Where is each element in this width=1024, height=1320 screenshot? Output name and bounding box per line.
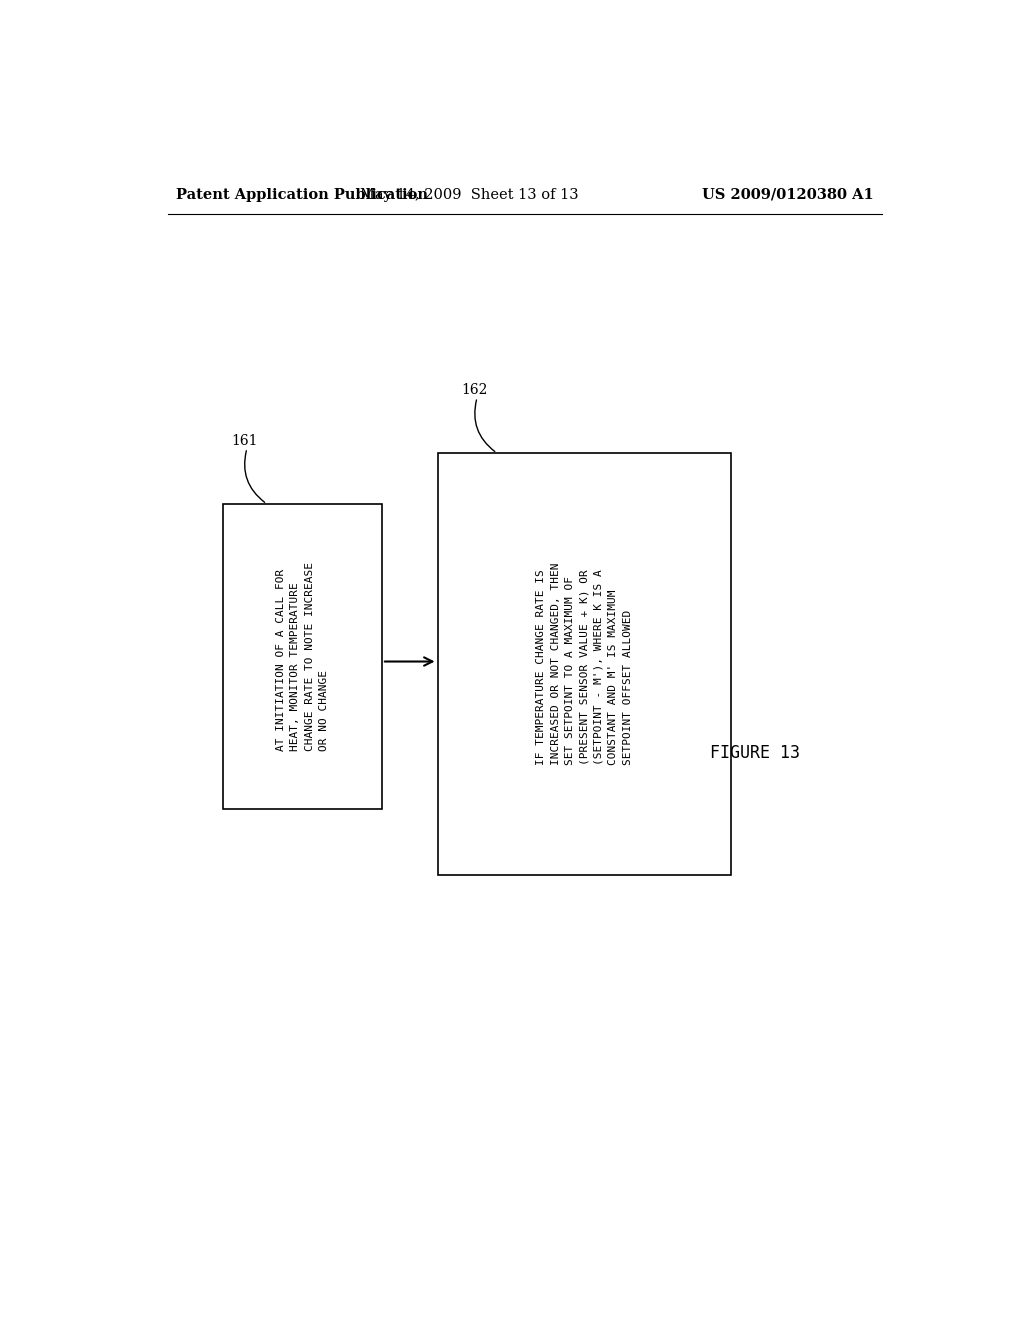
Text: May 14, 2009  Sheet 13 of 13: May 14, 2009 Sheet 13 of 13 [359,187,579,202]
Text: FIGURE 13: FIGURE 13 [710,744,800,762]
Text: IF TEMPERATURE CHANGE RATE IS
INCREASED OR NOT CHANGED, THEN
SET SETPOINT TO A M: IF TEMPERATURE CHANGE RATE IS INCREASED … [537,562,633,766]
Text: 161: 161 [231,434,258,447]
Bar [437,453,731,875]
Text: Patent Application Publication: Patent Application Publication [176,187,428,202]
Text: US 2009/0120380 A1: US 2009/0120380 A1 [702,187,873,202]
Bar [223,504,382,809]
Text: 162: 162 [462,383,487,397]
Text: AT INITIATION OF A CALL FOR
HEAT, MONITOR TEMPERATURE
CHANGE RATE TO NOTE INCREA: AT INITIATION OF A CALL FOR HEAT, MONITO… [276,562,329,751]
